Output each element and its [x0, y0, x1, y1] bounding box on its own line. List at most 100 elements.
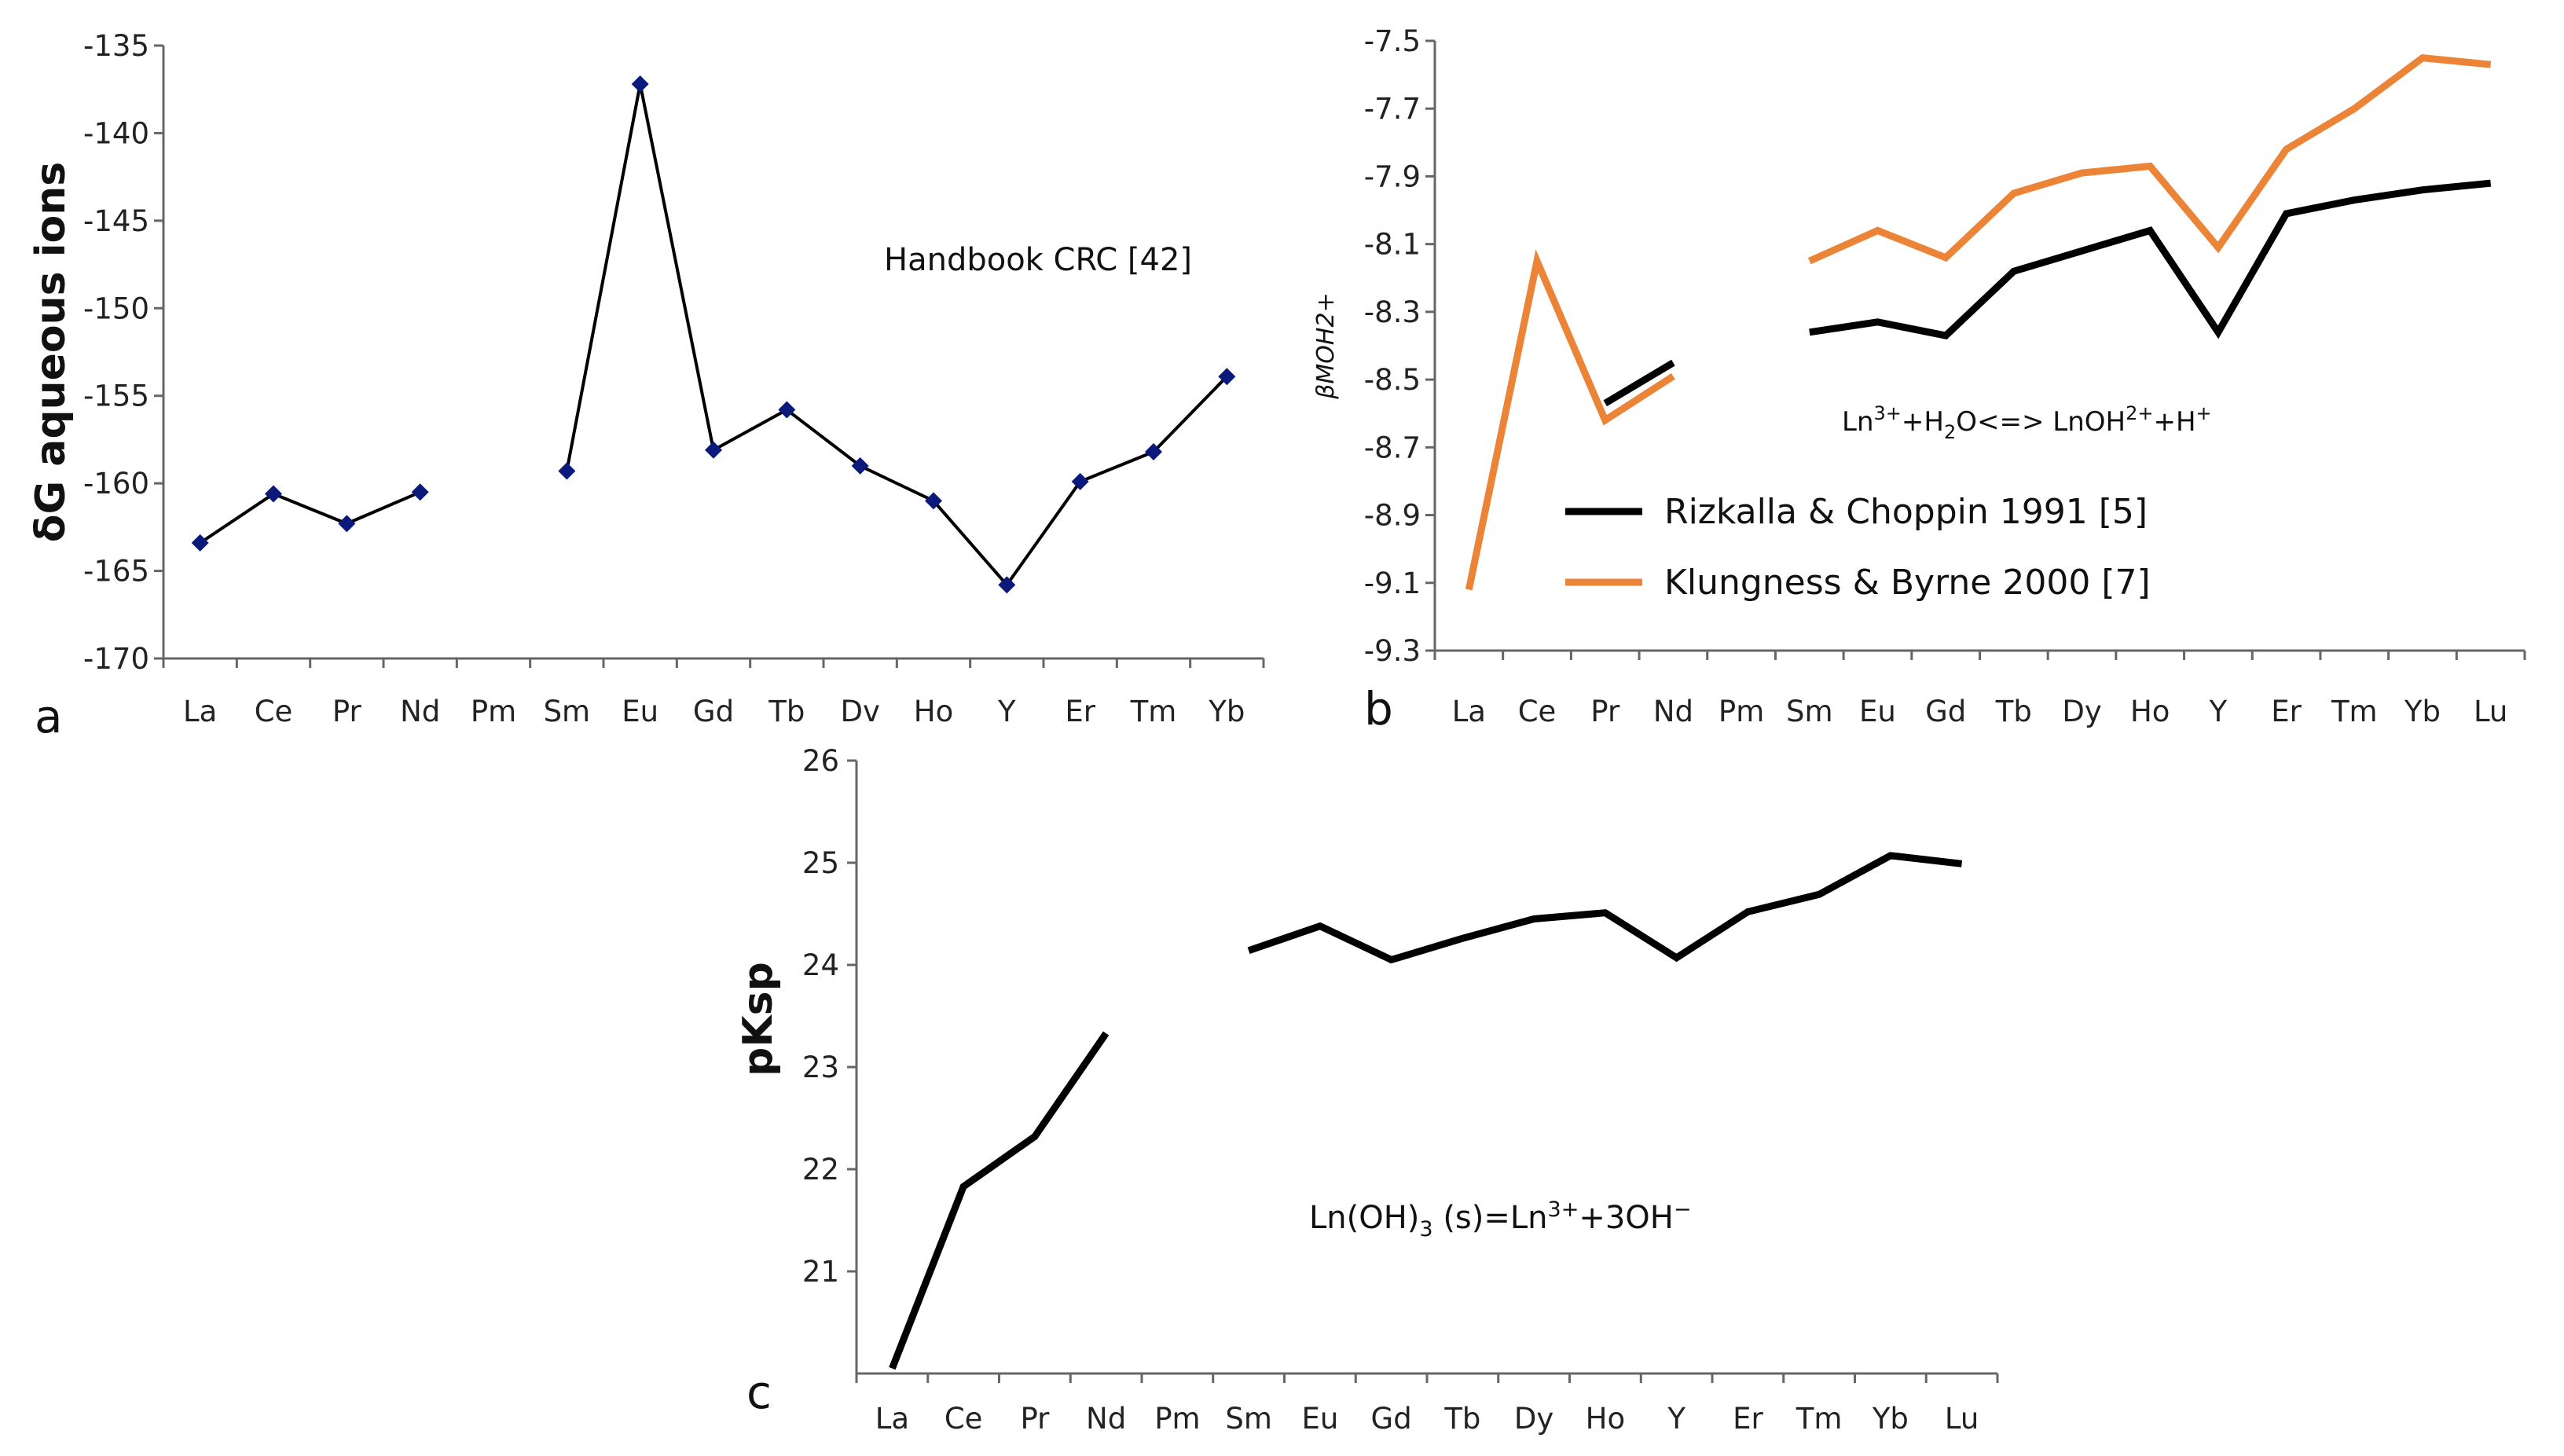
panel-a-y-axis-label: δG aqueous ions	[28, 162, 75, 542]
a-y-tick-label: -165	[83, 555, 149, 589]
panel-a-chart: -135 -140 -145 -150 -155 -160 -165 -170 La Ce Pr N…	[28, 29, 1265, 743]
c-series-0-line	[1247, 852, 1963, 964]
a-y-tick-label: -145	[83, 204, 149, 238]
c-x-tick-label: Lu	[1945, 1402, 1979, 1436]
a-y-tick-label: -140	[83, 116, 149, 150]
c-x-tick-label: Y	[1667, 1402, 1685, 1436]
c-series-0-line	[889, 1031, 1110, 1370]
b-series-1-line	[1807, 53, 2492, 265]
b-series-0-line	[1809, 179, 2492, 339]
a-x-tick-label: La	[183, 695, 217, 728]
b-y-tick-label: -8.1	[1364, 228, 1421, 262]
b-x-tick-label: Lu	[2474, 695, 2507, 728]
b-x-tick-label: Nd	[1653, 695, 1693, 728]
panel-c-letter: c	[746, 1366, 772, 1419]
a-x-tick-label: Dv	[840, 695, 879, 728]
a-data-point	[778, 401, 796, 419]
b-series-1-line	[1465, 249, 1675, 591]
c-x-tick-label: Er	[1733, 1402, 1763, 1436]
a-y-tick-label: -155	[83, 380, 149, 413]
panel-c-equation: Ln(OH)3 (s)=Ln3++3OH−	[1309, 1197, 1692, 1241]
a-data-point	[1145, 443, 1162, 461]
c-x-tick-label: Dy	[1514, 1402, 1553, 1436]
c-x-tick-label: La	[875, 1402, 909, 1436]
c-x-tick-label: Yb	[1872, 1402, 1909, 1436]
a-x-tick-label: Nd	[400, 695, 440, 728]
a-x-tick-label: Er	[1065, 695, 1095, 728]
a-x-tick-label: Pr	[332, 695, 362, 728]
panel-a-letter: a	[35, 690, 63, 743]
c-y-tick-label: 26	[802, 744, 839, 778]
panel-b-letter: b	[1364, 682, 1393, 735]
a-x-tick-label: Sm	[544, 695, 591, 728]
b-y-tick-label: -7.7	[1364, 92, 1421, 126]
c-x-tick-label: Tb	[1443, 1402, 1480, 1436]
b-y-tick-label: -8.5	[1364, 363, 1421, 397]
a-data-point	[925, 492, 942, 510]
a-data-point	[705, 441, 722, 459]
c-x-tick-label: Sm	[1225, 1402, 1272, 1436]
panel-c-chart: 26 25 24 23 22 21 La Ce Pr Nd Pm Sm Eu Gd Tb Dy Ho Y Er Tm…	[735, 744, 1999, 1436]
b-y-tick-label: -8.7	[1364, 431, 1421, 464]
a-x-tick-label: Gd	[693, 695, 734, 728]
c-y-tick-label: 24	[802, 948, 839, 982]
c-x-tick-label: Nd	[1086, 1402, 1126, 1436]
b-x-tick-label: Yb	[2404, 695, 2441, 728]
c-y-tick-label: 22	[802, 1153, 839, 1186]
c-y-tick-label: 23	[802, 1051, 839, 1084]
a-series-0-line	[199, 490, 421, 545]
a-y-tick-label: -150	[83, 292, 149, 325]
c-x-tick-label: Eu	[1301, 1402, 1338, 1436]
a-x-tick-label: Tm	[1130, 695, 1177, 728]
a-data-point	[191, 534, 209, 552]
a-x-tick-label: Ce	[255, 695, 293, 728]
b-x-tick-label: Dy	[2062, 695, 2101, 728]
b-x-tick-label: Tb	[1995, 695, 2032, 728]
a-data-point	[851, 457, 869, 475]
a-x-tick-label: Eu	[622, 695, 658, 728]
c-x-tick-label: Tm	[1796, 1402, 1843, 1436]
a-data-point	[338, 515, 356, 533]
a-x-tick-label: Y	[997, 695, 1016, 728]
a-data-point	[631, 75, 649, 94]
panel-a-annotation: Handbook CRC [42]	[884, 242, 1192, 278]
b-x-tick-label: Pr	[1590, 695, 1620, 728]
a-x-tick-label: Ho	[914, 695, 953, 728]
b-y-tick-label: -9.3	[1364, 634, 1421, 668]
b-x-tick-label: Eu	[1859, 695, 1896, 728]
panel-b-equation: Ln3++H2O<=> LnOH2++H+	[1842, 402, 2212, 443]
a-x-tick-label: Tb	[768, 695, 805, 728]
a-data-point	[1218, 368, 1236, 386]
panel-b-chart: -7.5 -7.7 -7.9 -8.1 -8.3 -8.5 -8.7 -8.9 -9.1 -9.3…	[1312, 24, 2526, 735]
b-y-tick-label: -7.9	[1364, 160, 1421, 193]
c-x-tick-label: Gd	[1371, 1402, 1412, 1436]
b-x-tick-label: Pm	[1719, 695, 1764, 728]
a-data-point	[265, 485, 282, 503]
a-y-tick-label: -170	[83, 642, 149, 676]
a-y-tick-label: -135	[83, 29, 149, 63]
b-x-tick-label: Tm	[2331, 695, 2378, 728]
b-x-tick-label: Er	[2271, 695, 2302, 728]
legend-label-rizkalla: Rizkalla & Choppin 1991 [5]	[1664, 492, 2148, 532]
a-x-tick-label: Pm	[471, 695, 516, 728]
legend-label-klungness: Klungness & Byrne 2000 [7]	[1664, 563, 2151, 603]
panel-c-y-axis-label: pKsp	[735, 962, 782, 1076]
b-y-tick-label: -9.1	[1364, 567, 1421, 600]
a-series-0-line	[565, 83, 1228, 588]
c-x-tick-label: Pm	[1154, 1402, 1200, 1436]
b-y-tick-label: -7.5	[1364, 24, 1421, 58]
c-y-tick-label: 21	[802, 1255, 839, 1289]
panel-b-legend: Rizkalla & Choppin 1991 [5] Klungness & …	[1565, 492, 2151, 603]
b-y-tick-label: -8.9	[1364, 499, 1421, 533]
a-data-point	[1071, 472, 1089, 490]
b-x-tick-label: Y	[2209, 695, 2228, 728]
b-x-tick-label: Ho	[2130, 695, 2170, 728]
c-x-tick-label: Pr	[1020, 1402, 1050, 1436]
b-x-tick-label: Gd	[1925, 695, 1966, 728]
a-data-point	[411, 483, 429, 501]
b-y-tick-label: -8.3	[1364, 295, 1421, 329]
a-data-point	[558, 462, 576, 480]
a-data-point	[998, 576, 1016, 594]
a-x-tick-label: Yb	[1208, 695, 1245, 728]
